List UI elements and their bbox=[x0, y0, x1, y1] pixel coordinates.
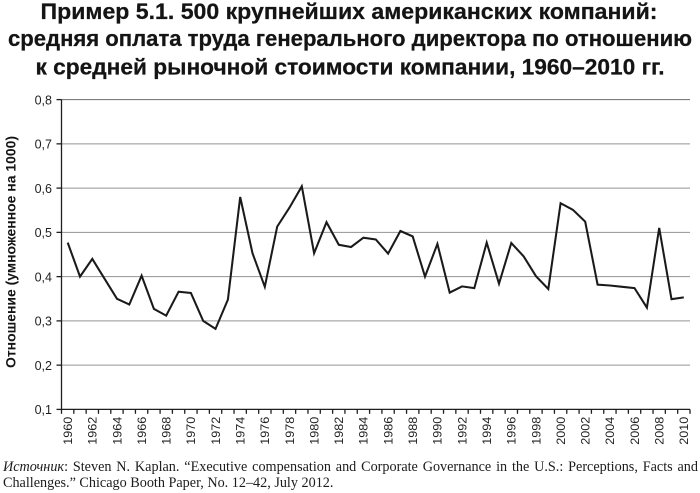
svg-text:1974: 1974 bbox=[234, 416, 248, 444]
svg-text:1992: 1992 bbox=[455, 416, 469, 444]
svg-text:1968: 1968 bbox=[160, 416, 174, 444]
svg-text:1990: 1990 bbox=[431, 416, 445, 444]
svg-text:средняя оплата труда генеральн: средняя оплата труда генерального директ… bbox=[8, 26, 692, 51]
svg-text:0,2: 0,2 bbox=[35, 359, 52, 373]
svg-text:2008: 2008 bbox=[653, 416, 667, 444]
svg-text:0,8: 0,8 bbox=[35, 93, 52, 107]
svg-text:Отношение (умноженное на 1000): Отношение (умноженное на 1000) bbox=[4, 136, 19, 368]
svg-text:Пример 5.1. 500 крупнейших аме: Пример 5.1. 500 крупнейших американских … bbox=[41, 0, 658, 24]
svg-text:0,1: 0,1 bbox=[35, 403, 52, 417]
svg-text:к средней рыночной стоимости к: к средней рыночной стоимости компании, 1… bbox=[36, 55, 665, 80]
svg-text:2004: 2004 bbox=[603, 416, 617, 444]
svg-text:1984: 1984 bbox=[357, 416, 371, 444]
svg-text:1976: 1976 bbox=[258, 416, 272, 444]
svg-text:1962: 1962 bbox=[86, 416, 100, 444]
svg-text:1986: 1986 bbox=[381, 416, 395, 444]
svg-text:0,5: 0,5 bbox=[35, 226, 52, 240]
svg-text:1972: 1972 bbox=[209, 416, 223, 444]
svg-text:2002: 2002 bbox=[579, 416, 593, 444]
svg-text:1994: 1994 bbox=[480, 416, 494, 444]
svg-text:1978: 1978 bbox=[283, 416, 297, 444]
svg-text:1996: 1996 bbox=[505, 416, 519, 444]
svg-text:0,4: 0,4 bbox=[35, 270, 52, 284]
svg-text:1980: 1980 bbox=[307, 416, 321, 444]
svg-text:0,6: 0,6 bbox=[35, 182, 52, 196]
svg-text:2010: 2010 bbox=[677, 416, 691, 444]
svg-text:1998: 1998 bbox=[529, 416, 543, 444]
svg-text:0,3: 0,3 bbox=[35, 315, 52, 329]
svg-text:1988: 1988 bbox=[406, 416, 420, 444]
svg-text:1982: 1982 bbox=[332, 416, 346, 444]
svg-text:0,7: 0,7 bbox=[35, 138, 52, 152]
svg-text:2006: 2006 bbox=[628, 416, 642, 444]
svg-text:1966: 1966 bbox=[135, 416, 149, 444]
svg-text:1960: 1960 bbox=[61, 416, 75, 444]
svg-text:1964: 1964 bbox=[110, 416, 124, 444]
svg-text:1970: 1970 bbox=[184, 416, 198, 444]
svg-text:2000: 2000 bbox=[554, 416, 568, 444]
